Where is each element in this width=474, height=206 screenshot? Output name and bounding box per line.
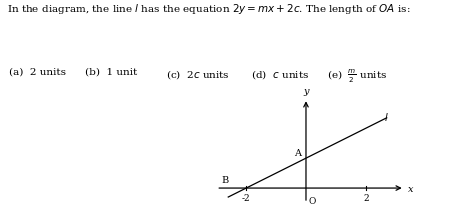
- Text: (a)  2 units: (a) 2 units: [9, 67, 66, 76]
- Text: (c)  2$c$ units: (c) 2$c$ units: [166, 67, 230, 80]
- Text: (e)  $\frac{m}{2}$ units: (e) $\frac{m}{2}$ units: [327, 67, 387, 84]
- Text: B: B: [221, 176, 228, 185]
- Text: (b)  1 unit: (b) 1 unit: [85, 67, 137, 76]
- Text: A: A: [293, 148, 301, 157]
- Text: O: O: [309, 197, 316, 205]
- Text: In the diagram, the line $l$ has the equation $2y = mx + 2c$. The length of $OA$: In the diagram, the line $l$ has the equ…: [7, 2, 410, 16]
- Text: -2: -2: [242, 193, 250, 202]
- Text: 2: 2: [363, 193, 369, 202]
- Text: y: y: [303, 87, 309, 96]
- Text: $l$: $l$: [384, 111, 388, 123]
- Text: (d)  $c$ units: (d) $c$ units: [251, 67, 309, 80]
- Text: x: x: [408, 184, 413, 193]
